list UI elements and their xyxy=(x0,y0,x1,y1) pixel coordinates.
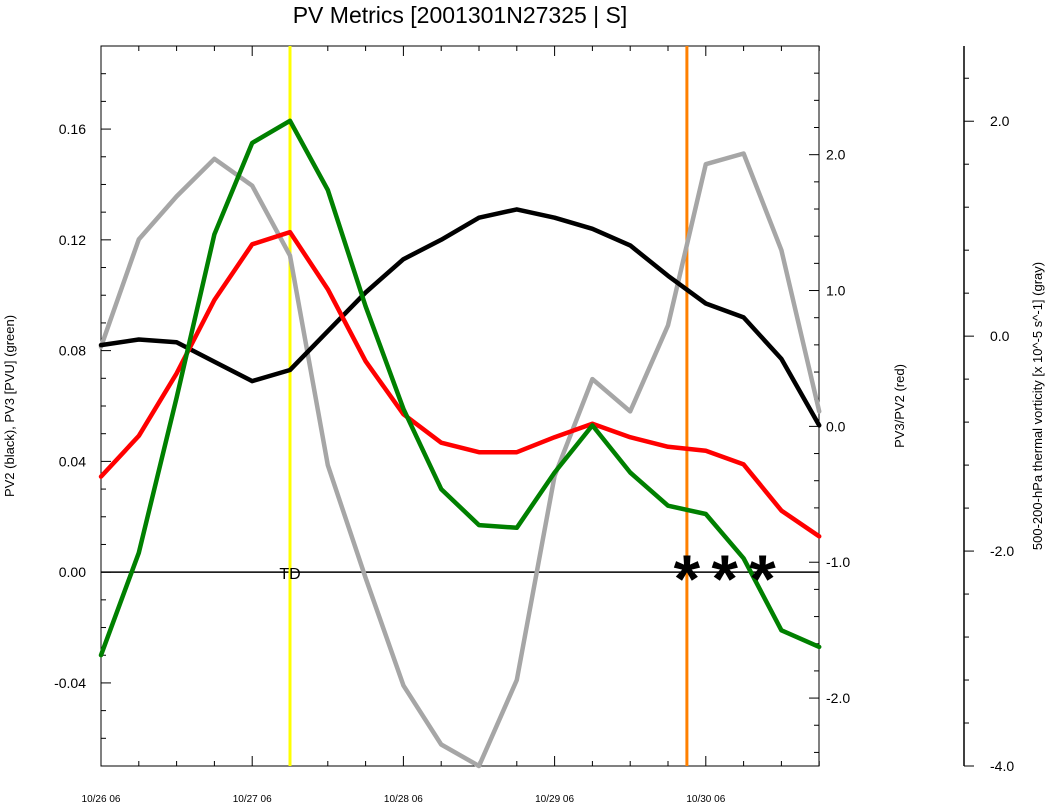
y-axis-far-right-label: 500-200-hPa thermal vorticity [x 10^-5 s… xyxy=(1030,262,1045,550)
y-left-tick-label: 0.16 xyxy=(59,121,86,137)
x-tick-label: 10/29 06 xyxy=(535,794,574,805)
y-left-tick-label: 0.12 xyxy=(59,232,86,248)
y-right-tick-label: 1.0 xyxy=(826,283,846,299)
y-right-tick-label: 2.0 xyxy=(826,147,846,163)
y-right-tick-label: 0.0 xyxy=(826,418,846,434)
chart-title: PV Metrics [2001301N27325 | S] xyxy=(293,2,628,28)
x-tick-label: 10/27 06 xyxy=(233,794,272,805)
star-marker: * xyxy=(711,541,738,617)
annotation-label: TD xyxy=(279,566,300,583)
x-tick-label: 10/26 06 xyxy=(82,794,121,805)
y-far-right-tick-label: 0.0 xyxy=(990,328,1010,344)
y-far-right-tick-label: 2.0 xyxy=(990,113,1010,129)
y-right-tick-label: -2.0 xyxy=(826,690,850,706)
star-marker: * xyxy=(674,541,701,617)
series-line xyxy=(98,118,822,658)
y-left-tick-label: 0.00 xyxy=(59,564,86,580)
y-far-right-tick-label: -2.0 xyxy=(990,543,1014,559)
y-left-tick-label: 0.08 xyxy=(59,343,86,359)
y-right-tick-label: -1.0 xyxy=(826,554,850,570)
plot-area: 10/26 06 10/27 06 10/28 06 10/29 06 10/30 06… xyxy=(54,45,1014,805)
plot-frame xyxy=(100,45,820,767)
y-left-tick-label: -0.04 xyxy=(54,675,86,691)
star-marker: * xyxy=(749,541,776,617)
y-far-right-tick-label: -4.0 xyxy=(990,758,1014,774)
series-line xyxy=(98,151,822,769)
y-axis-left-label: PV2 (black), PV3 [PVU] (green) xyxy=(2,315,17,497)
x-tick-label: 10/28 06 xyxy=(384,794,423,805)
y-left-tick-label: 0.04 xyxy=(59,453,86,469)
series-line xyxy=(98,207,822,428)
series-line xyxy=(98,229,822,539)
y-axis-right-label: PV3/PV2 (red) xyxy=(892,364,907,448)
x-tick-label: 10/30 06 xyxy=(686,794,725,805)
